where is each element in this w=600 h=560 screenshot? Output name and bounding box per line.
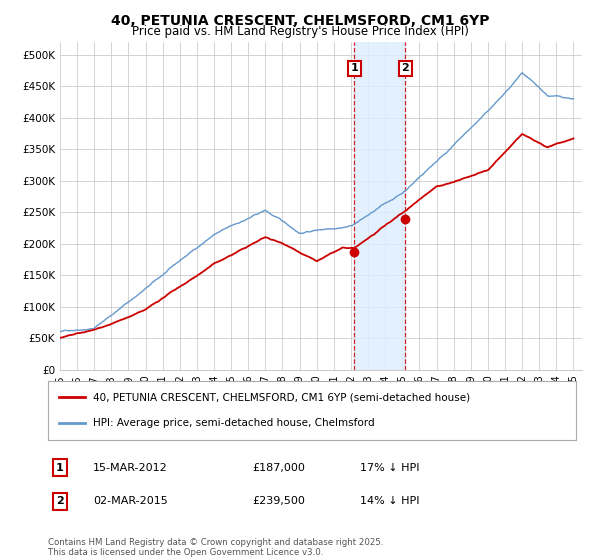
Text: £239,500: £239,500 [252,496,305,506]
Text: HPI: Average price, semi-detached house, Chelmsford: HPI: Average price, semi-detached house,… [93,418,374,428]
Text: 40, PETUNIA CRESCENT, CHELMSFORD, CM1 6YP: 40, PETUNIA CRESCENT, CHELMSFORD, CM1 6Y… [111,14,489,28]
Text: 14% ↓ HPI: 14% ↓ HPI [360,496,419,506]
Text: 1: 1 [56,463,64,473]
Text: Price paid vs. HM Land Registry's House Price Index (HPI): Price paid vs. HM Land Registry's House … [131,25,469,38]
Text: 2: 2 [56,496,64,506]
Text: 2: 2 [401,63,409,73]
Text: £187,000: £187,000 [252,463,305,473]
Text: 1: 1 [350,63,358,73]
Text: 40, PETUNIA CRESCENT, CHELMSFORD, CM1 6YP (semi-detached house): 40, PETUNIA CRESCENT, CHELMSFORD, CM1 6Y… [93,392,470,402]
Text: 15-MAR-2012: 15-MAR-2012 [93,463,168,473]
Text: Contains HM Land Registry data © Crown copyright and database right 2025.
This d: Contains HM Land Registry data © Crown c… [48,538,383,557]
Bar [355,42,405,370]
Text: 17% ↓ HPI: 17% ↓ HPI [360,463,419,473]
Text: 02-MAR-2015: 02-MAR-2015 [93,496,168,506]
